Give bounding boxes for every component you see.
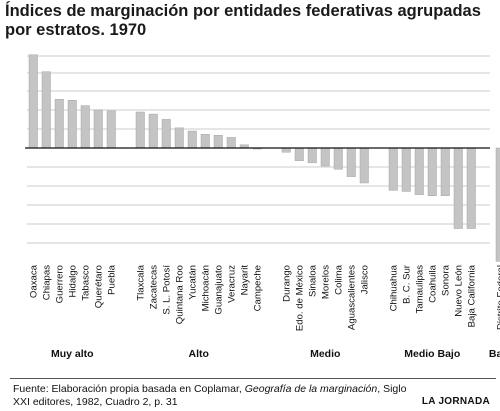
category-label-13: Michoacán: [200, 265, 211, 311]
bar-5: [80, 105, 90, 149]
publisher-credit: LA JORNADA: [421, 396, 490, 407]
bar-11: [174, 127, 184, 149]
bar-24: [359, 147, 369, 184]
footer-divider: [10, 378, 496, 379]
bar-30: [453, 147, 463, 229]
category-label-20: Sinaloa: [307, 264, 318, 297]
bar-25: [388, 147, 398, 191]
bar-14: [213, 135, 223, 149]
category-label-17: Campeche: [252, 265, 263, 311]
category-label-14: Guanajuato: [213, 265, 224, 315]
category-label-23: Aguascalientes: [346, 265, 357, 330]
bar-13: [200, 134, 210, 149]
bar-3: [54, 99, 64, 149]
category-label-16: Nayarit: [239, 265, 250, 296]
category-label-24: Jalisco: [359, 265, 370, 294]
bar-23: [346, 147, 356, 177]
category-label-6: Querétaro: [93, 265, 104, 308]
bar-19: [294, 147, 304, 161]
category-label-9: Zacatecas: [148, 265, 159, 309]
bar-7: [106, 110, 116, 149]
bar-9: [148, 113, 158, 149]
category-label-28: Coahuila: [427, 264, 438, 303]
bar-10: [161, 119, 171, 149]
category-label-2: Chiapas: [41, 265, 52, 300]
category-label-15: Veracruz: [226, 265, 237, 303]
category-label-26: B. C. Sur: [401, 264, 412, 304]
source-note: Fuente: Elaboración propia basada en Cop…: [13, 383, 413, 408]
category-label-30: Nuevo León: [453, 265, 464, 317]
category-label-11: Quintana Roo: [174, 265, 185, 324]
category-label-21: Morelos: [320, 265, 331, 299]
category-label-25: Chihuahua: [388, 264, 399, 311]
stratum-label-2: Alto: [189, 348, 209, 360]
category-label-7: Puebla: [106, 264, 117, 295]
bar-32: [495, 147, 500, 262]
category-label-4: Hidalgo: [67, 265, 78, 298]
bar-6: [93, 109, 103, 149]
category-label-5: Tabasco: [80, 265, 91, 301]
bar-4: [67, 100, 77, 149]
stratum-label-4: Medio Bajo: [404, 348, 460, 360]
category-label-10: S. L. Potosí: [161, 265, 172, 315]
category-label-1: Oaxaca: [28, 264, 39, 298]
bar-15: [226, 137, 236, 149]
stratum-label-5: Bajo: [489, 348, 500, 360]
category-label-32: Distrito Federal: [495, 265, 500, 330]
category-label-19: Edo. de México: [294, 265, 305, 331]
source-book-title: Geografía de la marginación: [244, 383, 378, 395]
bar-26: [401, 147, 411, 192]
category-label-22: Colima: [333, 264, 344, 295]
bar-20: [307, 147, 317, 164]
stratum-label-1: Muy alto: [51, 348, 94, 360]
bar-27: [414, 147, 424, 195]
stratum-label-3: Medio: [310, 348, 340, 360]
bar-21: [320, 147, 330, 167]
chart-title: Índices de marginación por entidades fed…: [5, 2, 481, 39]
bar-22: [333, 147, 343, 170]
source-prefix: Fuente: Elaboración propia basada en Cop…: [13, 383, 245, 395]
bar-8: [135, 111, 145, 149]
bar-29: [440, 147, 450, 196]
category-label-18: Durango: [281, 265, 292, 302]
bar-2: [41, 71, 51, 149]
category-label-31: Baja California: [466, 264, 477, 327]
source-suffix: , Siglo XXI editores, 1982, Cuadro 2, p.…: [13, 383, 407, 408]
bar-1: [28, 54, 38, 149]
category-label-12: Yucatán: [187, 265, 198, 300]
bar-31: [466, 147, 476, 229]
category-label-27: Tamaulipas: [414, 265, 425, 314]
bar-28: [427, 147, 437, 196]
bar-12: [187, 130, 197, 149]
category-label-8: Tlaxcala: [135, 264, 146, 300]
category-label-3: Guerrero: [54, 265, 65, 303]
category-label-29: Sonora: [440, 264, 451, 296]
